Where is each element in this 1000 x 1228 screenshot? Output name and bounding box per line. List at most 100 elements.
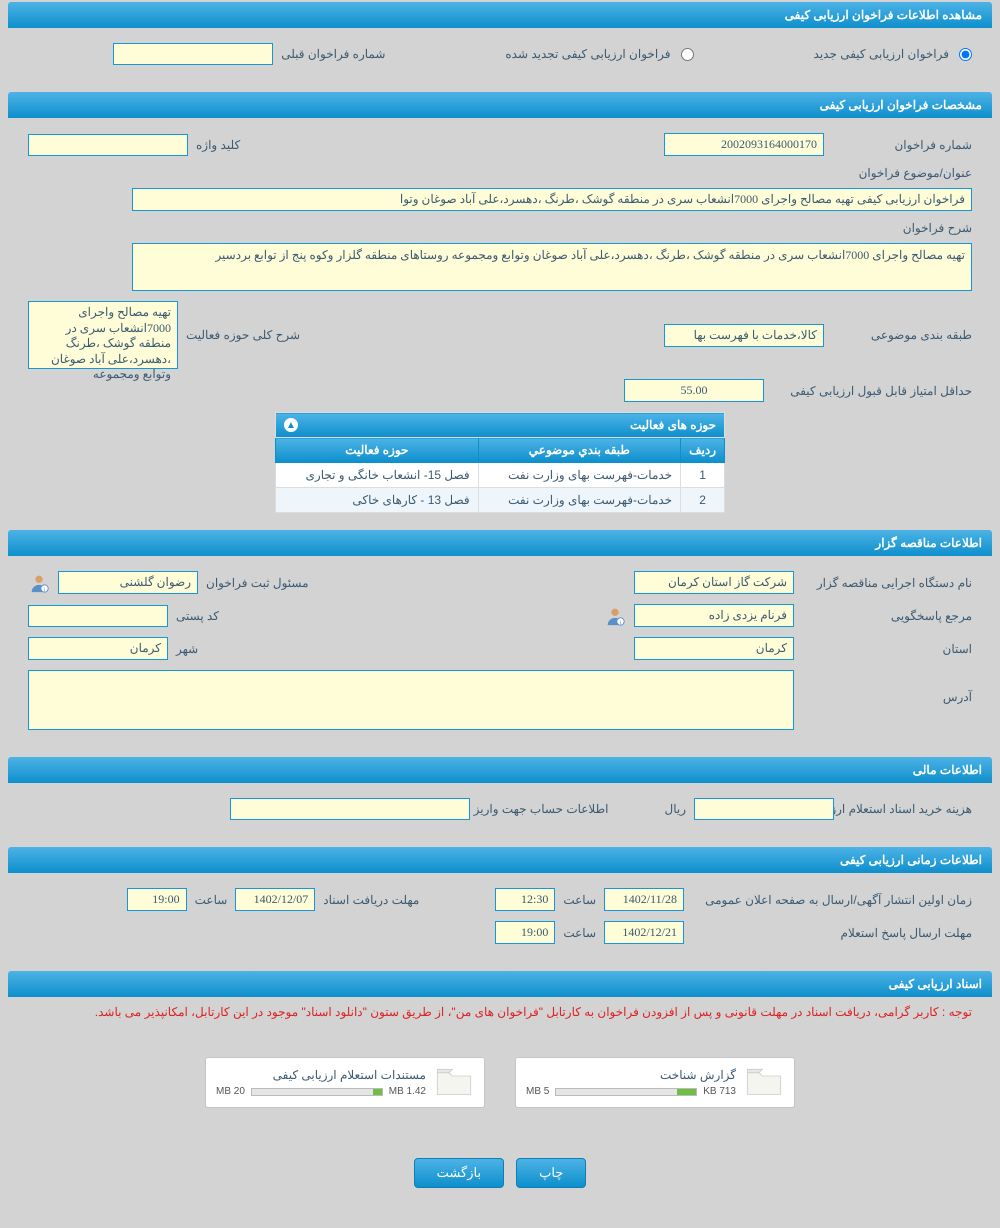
doc-used: 1.42 MB [389, 1086, 426, 1097]
section-header-spec: مشخصات فراخوان ارزیابی کیفی [8, 92, 992, 118]
radio-renewed-input[interactable] [681, 48, 694, 61]
category-label: طبقه بندی موضوعی [832, 328, 972, 342]
section-body-org: نام دستگاه اجرایی مناقصه گزار شرکت گاز ا… [8, 556, 992, 755]
post-field [28, 605, 168, 627]
call-desc-label: شرح فراخوان [832, 221, 972, 235]
activity-cell-field: فصل 13 - کارهای خاکی [276, 488, 479, 513]
docs-note: توجه : کاربر گرامی، دریافت اسناد در مهلت… [8, 997, 992, 1027]
user-icon[interactable]: i [604, 605, 626, 627]
buy-cost-label: هزینه خرید اسناد استعلام ارزیابی کیفی [842, 802, 972, 816]
time-label-2: ساعت [195, 893, 228, 907]
table-row: 2 خدمات-فهرست بهای وزارت نفت فصل 13 - کا… [276, 488, 725, 513]
keyword-field [28, 134, 188, 156]
min-score-field: 55.00 [624, 379, 764, 402]
doc-total: 20 MB [216, 1086, 245, 1097]
activity-overall-label: شرح کلی حوزه فعالیت [186, 328, 300, 342]
radio-new-call[interactable]: فراخوان ارزیابی کیفی جدید [814, 47, 972, 61]
deadline-receive-date: 1402/12/07 [235, 888, 315, 911]
activity-cell-field: فصل 15- انشعاب خانگی و تجاری [276, 463, 479, 488]
call-desc-field: تهیه مصالح واجرای 7000انشعاب سری در منطق… [132, 243, 972, 291]
doc-title: مستندات استعلام ارزیابی کیفی [216, 1068, 426, 1082]
section-body-timing: زمان اولین انتشار آگهی/ارسال به صفحه اعل… [8, 873, 992, 969]
buy-cost-field [694, 798, 834, 820]
doc-progress-bar [251, 1088, 383, 1096]
activity-th-idx: ردیف [681, 438, 725, 463]
activity-cell-cat: خدمات-فهرست بهای وزارت نفت [478, 463, 680, 488]
province-label: استان [802, 642, 972, 656]
section-body-financial: هزینه خرید اسناد استعلام ارزیابی کیفی ری… [8, 783, 992, 845]
section-body-spec: شماره فراخوان 2002093164000170 کلید واژه… [8, 118, 992, 528]
activity-th-field: حوزه فعاليت [276, 438, 479, 463]
prev-call-num-label: شماره فراخوان قبلی [281, 47, 385, 61]
doc-progress-fill [677, 1089, 697, 1095]
call-title-field: فراخوان ارزیابی کیفی تهیه مصالح واجرای 7… [132, 188, 972, 211]
activity-table-title: حوزه های فعالیت [630, 418, 716, 432]
button-row: چاپ بازگشت [0, 1138, 1000, 1228]
folder-icon [434, 1064, 474, 1101]
city-label: شهر [176, 642, 198, 656]
unit-label: ریال [664, 802, 686, 816]
activity-cell-idx: 2 [681, 488, 725, 513]
deadline-send-label: مهلت ارسال پاسخ استعلام [692, 926, 972, 940]
section-header-docs: اسناد ارزیابی کیفی [8, 971, 992, 997]
addr-field [28, 670, 794, 730]
post-label: کد پستی [176, 609, 219, 623]
time-label-3: ساعت [563, 926, 596, 940]
activity-th-cat: طبقه بندي موضوعي [478, 438, 680, 463]
folder-icon [744, 1064, 784, 1101]
activity-table-title-cell: حوزه های فعالیت ▲ [276, 413, 725, 438]
radio-renewed-label: فراخوان ارزیابی کیفی تجدید شده [505, 47, 670, 61]
doc-progress-fill [373, 1089, 382, 1095]
addr-label: آدرس [802, 670, 972, 704]
activity-cell-idx: 1 [681, 463, 725, 488]
category-field: کالا،خدمات با فهرست بها [664, 324, 824, 347]
section-header-org: اطلاعات مناقصه گزار [8, 530, 992, 556]
svg-text:i: i [620, 620, 621, 626]
section-header-financial: اطلاعات مالی [8, 757, 992, 783]
user-icon[interactable]: i [28, 572, 50, 594]
doc-card[interactable]: مستندات استعلام ارزیابی کیفی 1.42 MB 20 … [205, 1057, 485, 1108]
account-label: اطلاعات حساب جهت واریز هزینه خرید اسناد [478, 802, 608, 816]
province-field: کرمان [634, 637, 794, 660]
svg-text:i: i [44, 587, 45, 593]
doc-title: گزارش شناخت [526, 1068, 736, 1082]
exec-field: شرکت گاز استان کرمان [634, 571, 794, 594]
time-label-1: ساعت [563, 893, 596, 907]
doc-progress-bar [555, 1088, 697, 1096]
prev-call-num-field [113, 43, 273, 65]
reg-officer-field: رضوان گلشنی [58, 571, 198, 594]
print-button[interactable]: چاپ [516, 1158, 586, 1188]
section-header-view-info: مشاهده اطلاعات فراخوان ارزیابی کیفی [8, 2, 992, 28]
activity-overall-field: تهیه مصالح واجرای 7000انشعاب سری در منطق… [28, 301, 178, 369]
table-row: 1 خدمات-فهرست بهای وزارت نفت فصل 15- انش… [276, 463, 725, 488]
min-score-label: حداقل امتیاز قابل قبول ارزیابی کیفی [772, 384, 972, 398]
doc-card[interactable]: گزارش شناخت 713 KB 5 MB [515, 1057, 795, 1108]
section-body-view-info: فراخوان ارزیابی کیفی جدید فراخوان ارزیاب… [8, 28, 992, 90]
radio-renewed-call[interactable]: فراخوان ارزیابی کیفی تجدید شده [505, 47, 693, 61]
section-body-docs: گزارش شناخت 713 KB 5 MB مستندات استعلام … [8, 1027, 992, 1138]
deadline-receive-label: مهلت دریافت اسناد [323, 893, 419, 907]
radio-new-input[interactable] [959, 48, 972, 61]
first-pub-date: 1402/11/28 [604, 888, 684, 911]
activity-cell-cat: خدمات-فهرست بهای وزارت نفت [478, 488, 680, 513]
section-header-timing: اطلاعات زمانی ارزیابی کیفی [8, 847, 992, 873]
reg-officer-label: مسئول ثبت فراخوان [206, 576, 309, 590]
resp-field: فرنام یزدی زاده [634, 604, 794, 627]
deadline-send-date: 1402/12/21 [604, 921, 684, 944]
doc-total: 5 MB [526, 1086, 549, 1097]
back-button[interactable]: بازگشت [414, 1158, 504, 1188]
resp-label: مرجع پاسخگویی [802, 609, 972, 623]
exec-label: نام دستگاه اجرایی مناقصه گزار [802, 576, 972, 590]
doc-used: 713 KB [703, 1086, 736, 1097]
city-field: کرمان [28, 637, 168, 660]
radio-new-label: فراخوان ارزیابی کیفی جدید [814, 47, 949, 61]
deadline-receive-time: 19:00 [127, 888, 187, 911]
deadline-send-time: 19:00 [495, 921, 555, 944]
call-num-field: 2002093164000170 [664, 133, 824, 156]
call-num-label: شماره فراخوان [832, 138, 972, 152]
first-pub-label: زمان اولین انتشار آگهی/ارسال به صفحه اعل… [692, 893, 972, 907]
first-pub-time: 12:30 [495, 888, 555, 911]
call-title-label: عنوان/موضوع فراخوان [832, 166, 972, 180]
activity-table: حوزه های فعالیت ▲ ردیف طبقه بندي موضوعي … [275, 412, 725, 513]
collapse-icon[interactable]: ▲ [284, 418, 298, 432]
